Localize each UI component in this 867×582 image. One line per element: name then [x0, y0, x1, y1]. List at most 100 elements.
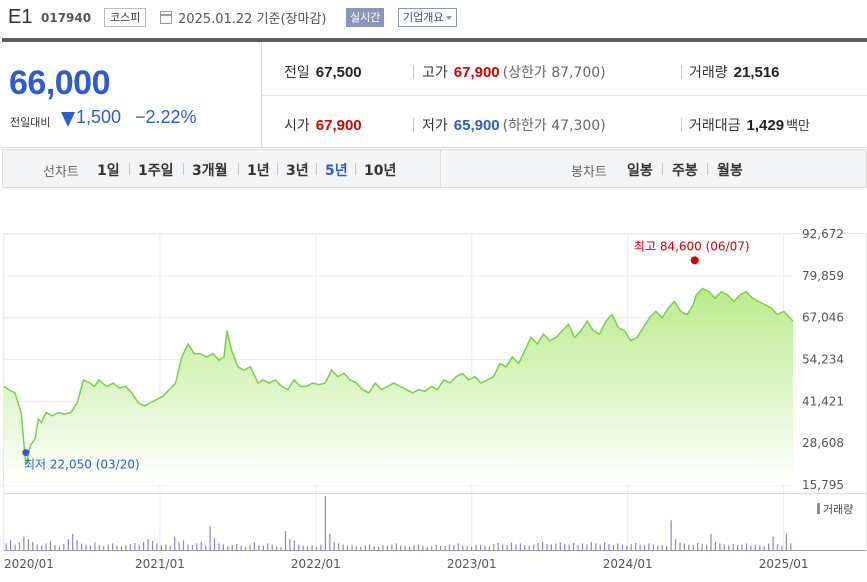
volume-bar — [302, 545, 304, 550]
field-divider — [413, 118, 414, 132]
price-change: 1,500 — [76, 107, 122, 127]
volume-bar — [138, 544, 140, 550]
volume-bar — [448, 544, 451, 550]
volume-bar — [14, 544, 16, 550]
open-value: 67,900 — [315, 117, 362, 134]
x-tick-label: 2022/01 — [291, 557, 341, 571]
volume-bar — [457, 543, 459, 550]
x-tick-label: 2024/01 — [603, 557, 653, 571]
volume-bar — [258, 545, 260, 550]
volume-bar — [422, 545, 424, 550]
volume-bar — [107, 544, 109, 550]
volume-bar — [479, 544, 482, 550]
period-5y[interactable]: 5년 — [325, 163, 348, 179]
volume-bar — [524, 545, 526, 550]
field-divider — [413, 65, 414, 79]
volume-bar — [652, 544, 654, 550]
volume-bar — [763, 546, 765, 550]
volume-bar — [284, 531, 287, 550]
period-divider — [238, 163, 239, 175]
current-price-panel: 66,000 전일대비 1,500 −2.22% — [2, 42, 262, 148]
volume-bar — [590, 541, 592, 550]
open-field: 시가 67,900 — [284, 115, 362, 135]
volume-bar — [156, 543, 158, 550]
volume-bar — [754, 544, 756, 550]
volume-bar — [581, 543, 584, 550]
price-line — [3, 287, 794, 465]
candle-weekly[interactable]: 주봉 — [672, 163, 698, 179]
period-1d[interactable]: 1일 — [97, 163, 120, 179]
volume-bar — [54, 545, 56, 550]
prev-close-label: 전일 — [284, 65, 310, 81]
volume-bar — [604, 542, 606, 550]
volume-bar — [599, 544, 601, 550]
volume-bar — [542, 541, 544, 550]
high-label: 고가 — [422, 65, 448, 81]
candle-daily[interactable]: 일봉 — [627, 163, 653, 179]
current-price: 66,000 — [9, 64, 111, 102]
x-tick-label: 2020/01 — [4, 557, 54, 571]
volume-bar — [555, 543, 557, 550]
volume-bar — [723, 544, 725, 550]
chevron-down-icon — [446, 16, 453, 20]
volume-bar — [364, 545, 366, 550]
amount-value: 1,429 — [746, 117, 785, 134]
period-1w[interactable]: 1주일 — [138, 163, 174, 179]
realtime-button[interactable]: 실시간 — [346, 8, 385, 27]
candle-monthly[interactable]: 월봉 — [717, 163, 743, 179]
max-price-marker — [690, 256, 699, 265]
period-divider — [129, 163, 130, 175]
volume-bar — [49, 541, 52, 550]
price-chart[interactable]: 92,672 79,859 67,046 54,234 41,421 28,608 15,7… — [0, 190, 867, 582]
y-tick-label: 79,859 — [802, 269, 844, 283]
volume-value: 21,516 — [733, 64, 780, 81]
price-change-pct: −2.22% — [135, 107, 197, 127]
volume-bar — [160, 545, 162, 550]
low-value: 65,900 — [453, 117, 500, 134]
volume-bar — [253, 542, 255, 550]
high-field: 고가 67,900 (상한가 87,700) — [422, 62, 606, 82]
volume-bar — [435, 545, 437, 550]
volume-bar — [728, 545, 730, 550]
volume-bar — [630, 544, 632, 550]
volume-bar — [391, 544, 393, 550]
volume-bar — [271, 544, 273, 550]
low-field: 저가 65,900 (하한가 47,300) — [422, 115, 606, 135]
volume-bar — [714, 541, 716, 550]
volume-bar — [81, 543, 83, 550]
volume-bar — [781, 545, 783, 550]
volume-bar — [346, 545, 349, 550]
volume-bar — [533, 544, 535, 550]
y-tick-label: 15,795 — [802, 478, 844, 492]
volume-bar — [98, 545, 100, 550]
volume-bar — [174, 536, 176, 550]
company-overview-button[interactable]: 기업개요 — [398, 8, 458, 27]
period-10y[interactable]: 10년 — [364, 163, 397, 179]
candle-chart-label: 봉차트 — [571, 165, 607, 180]
volume-bar — [27, 539, 29, 550]
volume-bar — [103, 546, 105, 550]
volume-bar — [488, 546, 490, 550]
period-3y[interactable]: 3년 — [286, 163, 309, 179]
volume-bar — [134, 543, 136, 550]
volume-bar — [621, 544, 623, 550]
amount-label: 거래대금 — [689, 118, 741, 134]
line-chart-label: 선차트 — [43, 165, 79, 180]
volume-bar — [129, 544, 131, 550]
period-divider — [183, 163, 184, 175]
y-tick-label: 41,421 — [802, 394, 844, 408]
period-3m[interactable]: 3개월 — [192, 163, 228, 179]
period-1y[interactable]: 1년 — [247, 163, 270, 179]
volume-bar — [745, 543, 748, 550]
volume-bar — [688, 544, 690, 550]
volume-bar — [94, 542, 96, 550]
volume-bar — [639, 544, 641, 550]
volume-bar — [506, 545, 508, 550]
volume-bar — [338, 543, 340, 550]
x-tick-label: 2023/01 — [447, 557, 497, 571]
volume-bar — [18, 542, 21, 550]
volume-bar — [382, 545, 384, 550]
volume-bar — [750, 545, 752, 550]
prev-close-field: 전일 67,500 — [284, 62, 362, 82]
volume-bar — [218, 543, 220, 550]
